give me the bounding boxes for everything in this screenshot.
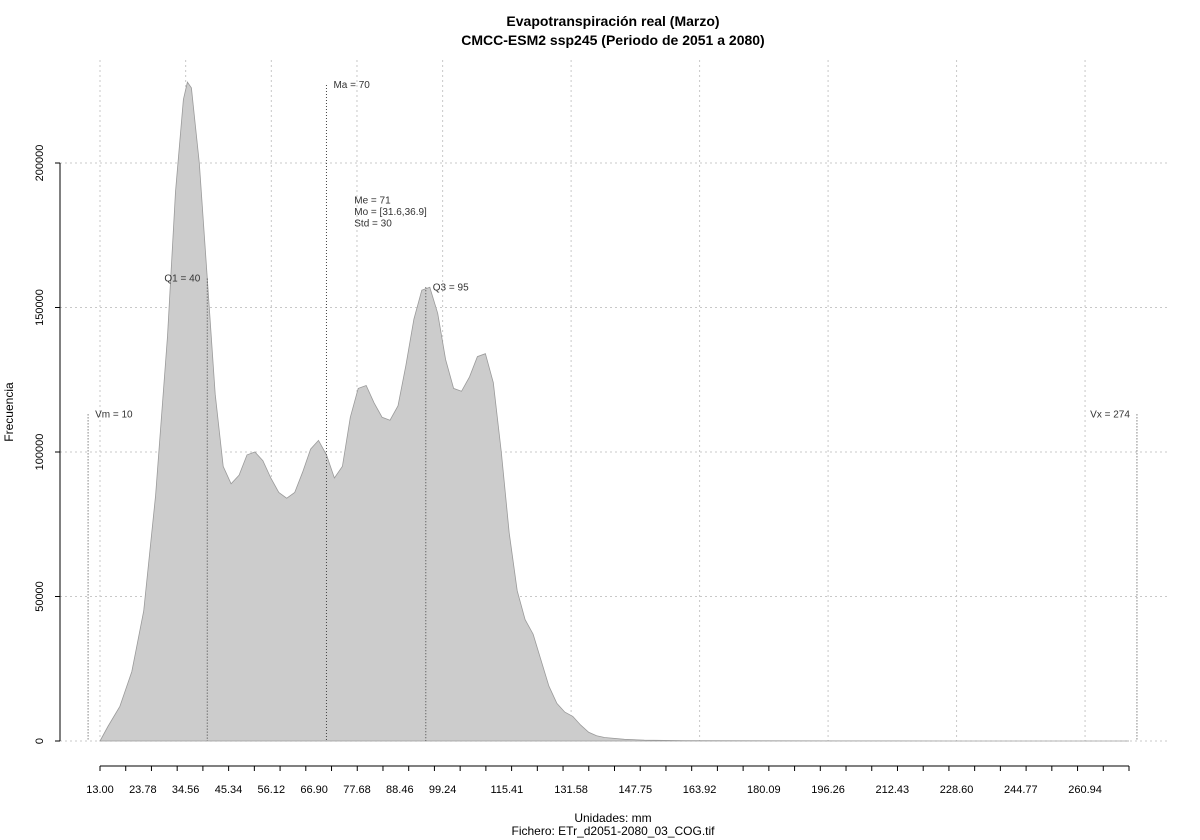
x-tick-label: 228.60 <box>940 784 974 796</box>
x-tick-label: 147.75 <box>619 784 653 796</box>
file-caption: Fichero: ETr_d2051-2080_03_COG.tif <box>512 824 716 838</box>
y-tick-label: 200000 <box>34 145 46 182</box>
x-axis: 13.00 23.78 34.56 45.34 56.12 66.90 77.68 88.46… <box>86 765 1130 796</box>
x-tick-label: 88.46 <box>386 784 414 796</box>
x-tick-label: 131.58 <box>554 784 588 796</box>
x-tick-label: 196.26 <box>811 784 845 796</box>
y-axis: 0 50000 100000 150000 200000 <box>34 145 61 744</box>
y-tick-label: 50000 <box>34 581 46 612</box>
stats-line: Mo = [31.6,36.9] <box>354 207 427 218</box>
marker-label: Vm = 10 <box>95 409 133 420</box>
chart-subtitle: CMCC-ESM2 ssp245 (Periodo de 2051 a 2080… <box>461 32 764 48</box>
y-tick-label: 0 <box>34 738 46 744</box>
density-area <box>99 81 1129 742</box>
x-tick-label: 66.90 <box>300 784 328 796</box>
x-tick-label: 212.43 <box>876 784 910 796</box>
x-tick-label: 34.56 <box>172 784 200 796</box>
marker-label: Q3 = 95 <box>433 282 469 293</box>
x-tick-label: 244.77 <box>1004 784 1038 796</box>
x-tick-label: 163.92 <box>683 784 717 796</box>
y-tick-label: 150000 <box>34 289 46 326</box>
y-axis-label: Frecuencia <box>2 382 16 442</box>
chart-title: Evapotranspiración real (Marzo) <box>506 13 719 29</box>
x-tick-label: 260.94 <box>1068 784 1102 796</box>
x-tick-label: 23.78 <box>129 784 157 796</box>
x-axis-label: Unidades: mm <box>574 811 651 825</box>
x-tick-label: 13.00 <box>86 784 114 796</box>
stats-line: Me = 71 <box>354 195 391 206</box>
plot-area <box>99 81 1129 742</box>
marker-label: Vx = 274 <box>1090 409 1130 420</box>
x-tick-label: 99.24 <box>429 784 457 796</box>
x-tick-label: 115.41 <box>490 784 523 796</box>
markers: Vm = 10 Q1 = 40 Ma = 70 Q3 = 95 Vx = 274 <box>87 80 1138 741</box>
x-tick-label: 56.12 <box>258 784 286 796</box>
x-tick-label: 180.09 <box>747 784 781 796</box>
x-tick-label: 77.68 <box>343 784 371 796</box>
marker-label: Ma = 70 <box>333 80 370 91</box>
stats-line: Std = 30 <box>354 218 392 229</box>
y-tick-label: 100000 <box>34 434 46 471</box>
marker-label: Q1 = 40 <box>164 274 200 285</box>
x-tick-label: 45.34 <box>215 784 243 796</box>
